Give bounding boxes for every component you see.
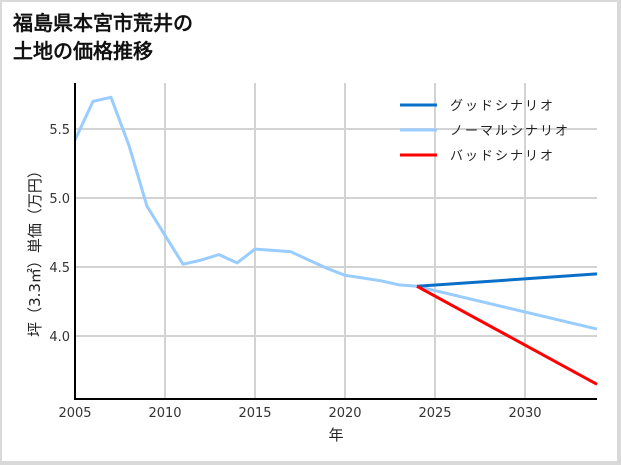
x-tick-label: 2020 (328, 406, 361, 421)
y-axis-label: 坪（3.3㎡）単価（万円） (26, 163, 44, 337)
y-tick-label: 5.5 (49, 123, 70, 138)
series-line (416, 272, 598, 288)
y-tick-label: 4.0 (49, 330, 70, 345)
legend-label: ノーマルシナリオ (450, 124, 570, 139)
x-tick-label: 2005 (58, 406, 91, 421)
x-tick-label: 2015 (238, 406, 271, 421)
title-line-1: 福島県本宮市荒井の (13, 11, 193, 35)
y-tick-label: 5.0 (49, 192, 70, 207)
legend-label: グッドシナリオ (450, 99, 555, 114)
x-tick-label: 2010 (148, 406, 181, 421)
tick-labels: 2005 2010 2015 2020 2025 2030 4.0 4.5 5.0 5.5 (49, 123, 541, 421)
x-tick-label: 2030 (508, 406, 541, 421)
x-axis-label: 年 (328, 426, 343, 444)
series-line (73, 95, 598, 331)
legend-label: バッドシナリオ (450, 149, 555, 164)
series-line (416, 284, 598, 386)
chart-frame (2, 2, 617, 461)
y-tick-label: 4.5 (49, 261, 70, 276)
chart-title: 福島県本宮市荒井の 土地の価格推移 (13, 9, 193, 65)
x-tick-label: 2025 (418, 406, 451, 421)
title-line-2: 土地の価格推移 (13, 39, 153, 63)
series-lines (73, 95, 598, 386)
